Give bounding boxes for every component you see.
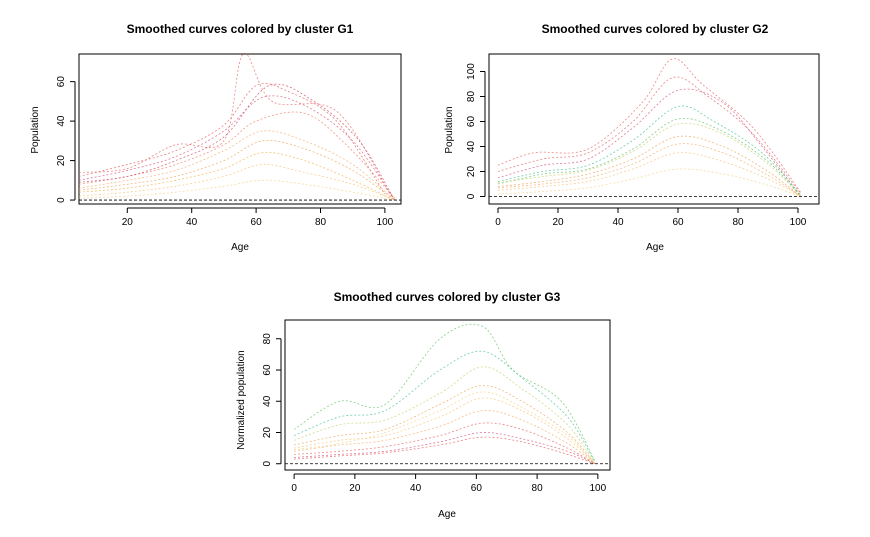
x-tick-label-g3-20: 20 <box>349 483 361 494</box>
x-axis-label-g2: Age <box>646 242 664 253</box>
x-axis-label-g1: Age <box>231 242 249 253</box>
y-tick-label-g2-100: 100 <box>466 63 477 80</box>
x-tick-label-g3-80: 80 <box>532 483 544 494</box>
series-line-g1-6 <box>78 53 392 197</box>
chart-title-g1: Smoothed curves colored by cluster G1 <box>127 22 354 36</box>
x-axis-label-g3: Age <box>438 509 456 520</box>
y-tick-label-g3-40: 40 <box>262 395 273 407</box>
y-tick-label-g3-20: 20 <box>262 427 273 439</box>
series-line-g3-6 <box>294 410 596 465</box>
series-line-g2-2 <box>497 88 802 197</box>
x-tick-label-g3-60: 60 <box>471 483 483 494</box>
series-line-g1-5 <box>78 164 395 201</box>
y-tick-label-g3-80: 80 <box>262 333 273 345</box>
y-tick-label-g2-60: 60 <box>466 116 477 128</box>
series-line-g3-3 <box>293 366 596 465</box>
plot-area-g2: 0 20 40 60 80 100 0 20 40 60 80 100 <box>466 58 819 228</box>
series-line-g3-5 <box>294 397 596 465</box>
x-tick-label-g1-40: 40 <box>186 217 198 228</box>
series-line-g2-8 <box>497 58 802 194</box>
y-axis-label-g1: Population <box>30 106 41 153</box>
x-tick-label-g2-60: 60 <box>672 217 684 228</box>
chart-title-g2: Smoothed curves colored by cluster G2 <box>542 22 769 36</box>
series-line-g3-1 <box>293 323 596 461</box>
plot-frame-g2 <box>488 53 820 205</box>
x-tick-label-g1-80: 80 <box>315 217 327 228</box>
y-tick-label-g2-20: 20 <box>466 166 477 178</box>
series-line-g3-9 <box>294 436 595 465</box>
series-line-g3-7 <box>294 422 596 465</box>
series-line-g1-10 <box>78 179 395 201</box>
series-line-g3-4 <box>294 385 596 465</box>
y-tick-label-g1-60: 60 <box>56 76 67 88</box>
series-line-g2-7 <box>497 168 802 197</box>
y-tick-label-g3-60: 60 <box>262 364 273 376</box>
y-axis-label-g3: Normalized population <box>236 350 247 450</box>
series-line-g2-4 <box>497 118 802 197</box>
plot-frame-g3 <box>284 319 611 471</box>
series-line-g3-10 <box>294 391 596 465</box>
x-tick-label-g2-100: 100 <box>790 217 807 228</box>
x-tick-label-g2-80: 80 <box>732 217 744 228</box>
series-line-g1-3 <box>78 111 395 199</box>
panel-g3: Smoothed curves colored by cluster G3 Ag… <box>236 290 611 520</box>
x-tick-label-g1-100: 100 <box>377 217 394 228</box>
y-tick-label-g1-20: 20 <box>56 155 67 167</box>
y-tick-label-g1-40: 40 <box>56 115 67 127</box>
series-line-g1-7 <box>78 130 395 201</box>
series-line-g2-9 <box>497 122 802 197</box>
plot-area-g3: 0 20 40 60 80 100 0 20 40 60 80 <box>262 323 610 494</box>
y-tick-label-g2-0: 0 <box>466 193 477 199</box>
plot-frame-g1 <box>78 53 402 205</box>
x-tick-label-g2-0: 0 <box>495 217 501 228</box>
series-line-g1-2 <box>78 95 395 201</box>
series-line-g1-4 <box>78 139 395 201</box>
plot-area-g1: 20 40 60 80 100 0 20 40 60 <box>56 53 401 228</box>
x-tick-label-g2-20: 20 <box>552 217 564 228</box>
series-line-g1-8 <box>78 152 395 201</box>
series-line-g2-3 <box>497 105 802 196</box>
series-line-g2-6 <box>497 152 802 197</box>
series-line-g3-2 <box>293 350 596 463</box>
x-tick-label-g3-0: 0 <box>291 483 297 494</box>
panel-g2: Smoothed curves colored by cluster G2 Ag… <box>444 22 820 253</box>
panel-g1: Smoothed curves colored by cluster G1 Ag… <box>30 22 402 253</box>
series-line-g2-5 <box>497 135 802 197</box>
x-tick-label-g1-60: 60 <box>251 217 263 228</box>
y-tick-label-g2-80: 80 <box>466 91 477 103</box>
y-tick-label-g3-0: 0 <box>262 461 273 467</box>
x-tick-label-g3-40: 40 <box>410 483 422 494</box>
chart-title-g3: Smoothed curves colored by cluster G3 <box>334 290 561 304</box>
y-tick-label-g1-0: 0 <box>56 197 67 203</box>
series-line-g1-1 <box>78 82 386 195</box>
x-tick-label-g2-40: 40 <box>612 217 624 228</box>
series-line-g3-8 <box>294 432 595 465</box>
x-tick-label-g3-100: 100 <box>590 483 607 494</box>
y-axis-label-g2: Population <box>444 106 455 153</box>
x-tick-label-g1-20: 20 <box>122 217 134 228</box>
y-tick-label-g2-40: 40 <box>466 141 477 153</box>
series-line-g2-10 <box>497 143 802 197</box>
